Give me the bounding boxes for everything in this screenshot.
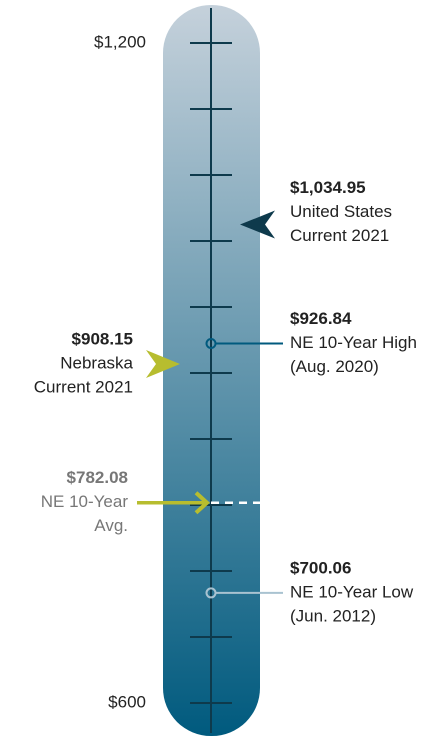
arrow-head bbox=[194, 491, 210, 515]
marker-label: Current 2021 bbox=[34, 378, 133, 397]
marker-label: (Aug. 2020) bbox=[290, 357, 379, 376]
marker-label: NE 10-Year bbox=[41, 492, 129, 511]
chevron-marker bbox=[240, 210, 275, 239]
value-label: $782.08 bbox=[67, 468, 128, 487]
value-label: $1,034.95 bbox=[290, 178, 366, 197]
marker-label: (Jun. 2012) bbox=[290, 606, 376, 625]
value-label: $908.15 bbox=[72, 330, 133, 349]
dot-marker bbox=[205, 337, 217, 349]
marker-label: United States bbox=[290, 202, 392, 221]
y-tick-label: $1,200 bbox=[94, 32, 146, 51]
marker-label: Nebraska bbox=[60, 354, 133, 373]
value-label: $700.06 bbox=[290, 558, 351, 577]
marker-label: Avg. bbox=[94, 516, 128, 535]
marker-label: NE 10-Year High bbox=[290, 333, 417, 352]
chevron-marker bbox=[146, 350, 180, 379]
value-label: $926.84 bbox=[290, 309, 352, 328]
dot-marker bbox=[205, 587, 217, 599]
marker-label: NE 10-Year Low bbox=[290, 582, 414, 601]
marker-label: Current 2021 bbox=[290, 226, 389, 245]
y-tick-label: $600 bbox=[108, 692, 146, 711]
